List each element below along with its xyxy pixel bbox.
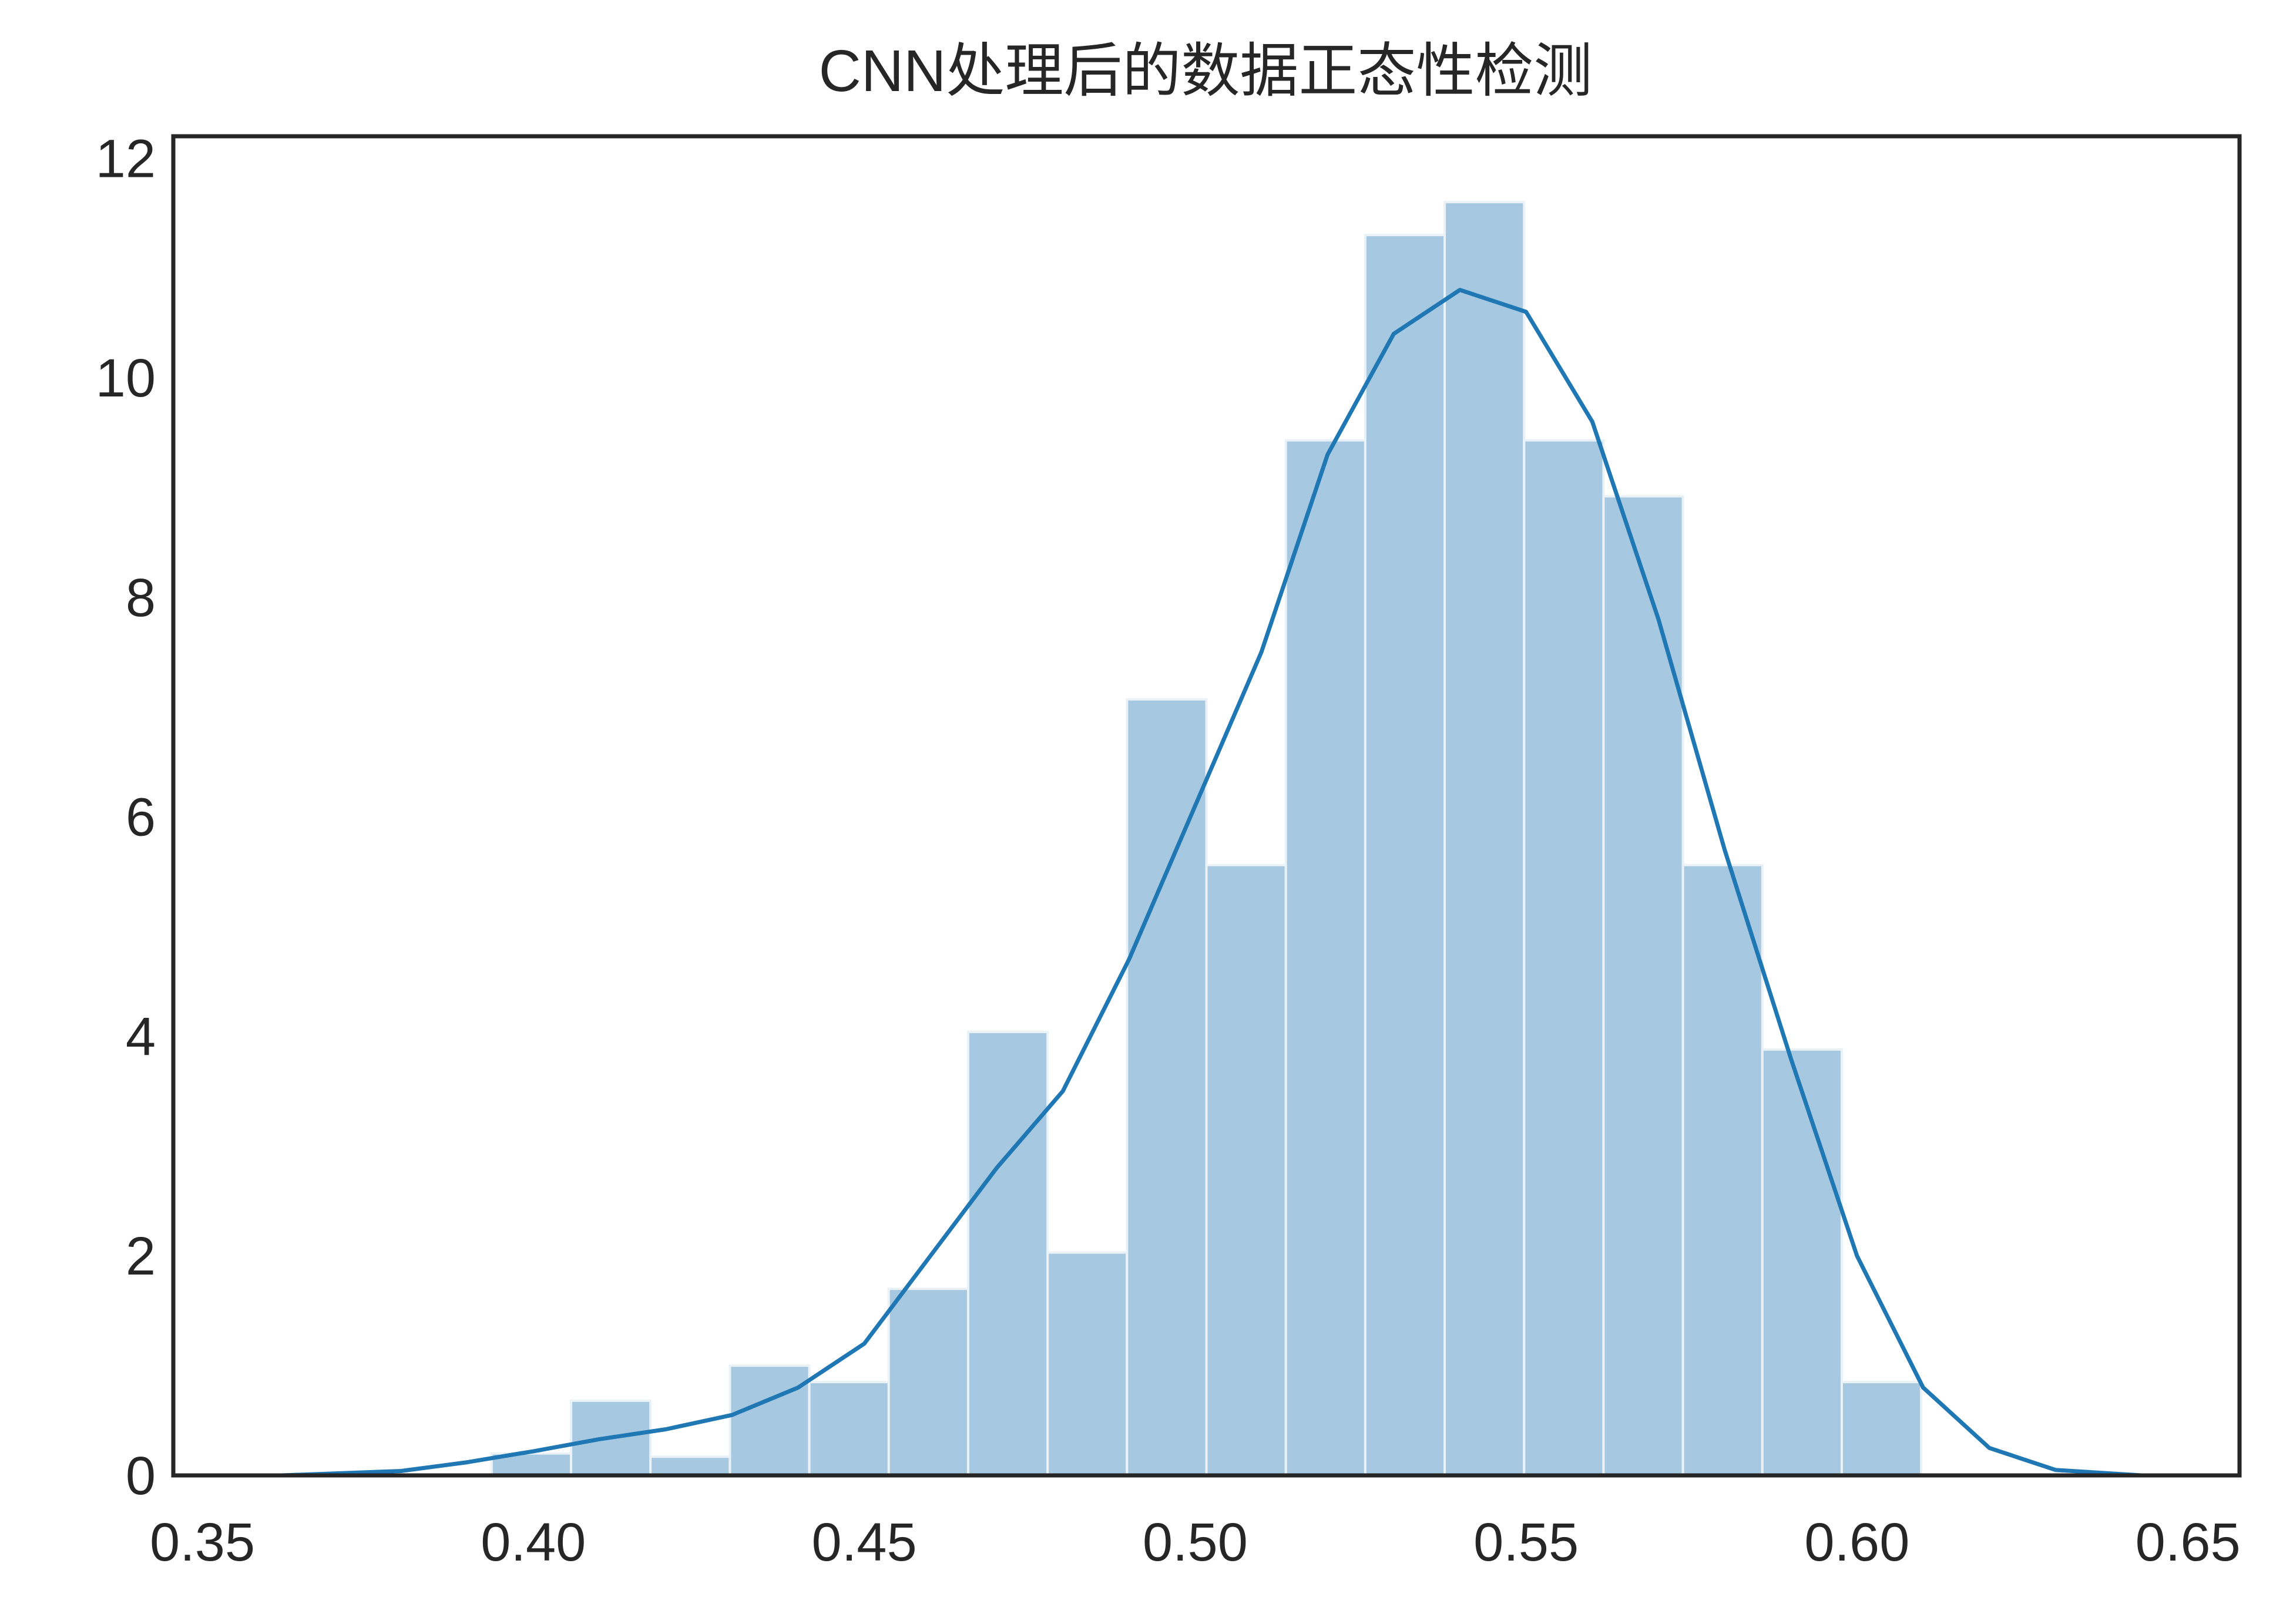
y-tick-label: 6: [126, 788, 156, 848]
y-tick-label: 10: [96, 348, 156, 408]
bar: [1443, 201, 1526, 1477]
x-tick-label: 0.60: [1804, 1512, 1909, 1572]
kde-line: [281, 288, 2142, 1478]
bar: [1523, 439, 1605, 1477]
bar: [1681, 863, 1764, 1477]
bar: [1205, 863, 1287, 1477]
x-tick-label: 0.40: [481, 1512, 586, 1572]
chart-title: CNN处理后的数据正态性检测: [819, 38, 1593, 104]
bar: [1126, 698, 1208, 1477]
x-tick-label: 0.65: [2136, 1512, 2241, 1572]
y-tick-label: 2: [126, 1226, 156, 1286]
bar: [808, 1381, 890, 1477]
bar: [887, 1287, 969, 1477]
x-tick-label: 0.35: [150, 1512, 255, 1572]
y-tick-label: 8: [126, 568, 156, 628]
y-tick-label: 0: [126, 1446, 156, 1506]
bar: [1602, 495, 1684, 1477]
y-tick-label: 12: [96, 129, 156, 189]
plot-frame: [171, 134, 2242, 1478]
y-tick-label: 4: [126, 1007, 156, 1067]
x-tick-label: 0.50: [1143, 1512, 1248, 1572]
bar: [1840, 1381, 1923, 1477]
bar: [966, 1030, 1049, 1477]
bar: [649, 1455, 731, 1477]
bar: [1761, 1048, 1843, 1477]
bar: [728, 1364, 811, 1477]
x-tick-label: 0.45: [812, 1512, 917, 1572]
bar: [1046, 1251, 1129, 1477]
bar: [1284, 439, 1367, 1477]
x-tick-label: 0.55: [1473, 1512, 1579, 1572]
bar: [1364, 234, 1446, 1477]
